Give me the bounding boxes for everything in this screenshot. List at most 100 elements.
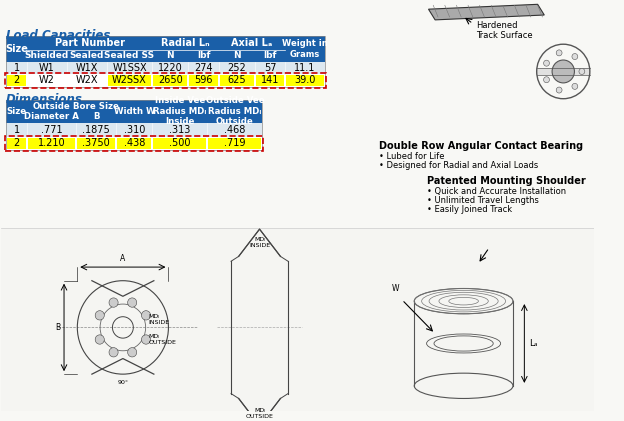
Text: 90°: 90° — [117, 380, 129, 385]
Circle shape — [579, 69, 585, 75]
Text: • Unlimited Travel Lengths: • Unlimited Travel Lengths — [427, 196, 539, 205]
Circle shape — [128, 298, 137, 307]
Bar — [6, 123, 263, 137]
Text: 1: 1 — [14, 63, 19, 72]
Text: MDₗ
OUTSIDE: MDₗ OUTSIDE — [149, 334, 177, 344]
Text: Sealed: Sealed — [70, 51, 104, 60]
Bar — [6, 37, 325, 62]
Text: Width W: Width W — [114, 107, 155, 116]
Circle shape — [544, 77, 549, 83]
Text: 625: 625 — [228, 75, 246, 85]
Text: 39.0: 39.0 — [295, 75, 316, 85]
Text: 2: 2 — [14, 139, 20, 149]
Text: Double Row Angular Contact Bearing: Double Row Angular Contact Bearing — [379, 141, 583, 151]
Text: lbf: lbf — [263, 51, 276, 60]
Circle shape — [556, 50, 562, 56]
Text: 252: 252 — [227, 63, 246, 72]
Text: 2: 2 — [14, 75, 20, 85]
Text: Hardened
Track Surface: Hardened Track Surface — [476, 21, 532, 40]
Text: W2SSX: W2SSX — [112, 75, 147, 85]
Bar — [537, 67, 590, 75]
Bar — [220, 75, 254, 86]
Text: A: A — [120, 254, 125, 263]
Circle shape — [544, 60, 549, 66]
Text: Weight in
Grams: Weight in Grams — [282, 40, 328, 59]
Text: 11.1: 11.1 — [295, 63, 316, 72]
Text: 2650: 2650 — [158, 75, 183, 85]
Bar — [6, 75, 325, 87]
Bar — [189, 75, 218, 86]
Text: .1875: .1875 — [82, 125, 110, 135]
Text: .468: .468 — [224, 125, 246, 135]
Text: 141: 141 — [261, 75, 279, 85]
Circle shape — [95, 335, 104, 344]
Text: 1: 1 — [14, 125, 19, 135]
Text: 57: 57 — [264, 63, 276, 72]
Polygon shape — [429, 4, 544, 20]
Bar — [117, 138, 152, 149]
Bar — [286, 75, 324, 86]
Text: Dimensions: Dimensions — [6, 93, 83, 106]
Circle shape — [109, 348, 118, 357]
Text: .719: .719 — [224, 139, 246, 149]
Text: N: N — [167, 51, 174, 60]
Text: Patented Mounting Shoulder: Patented Mounting Shoulder — [427, 176, 585, 186]
Text: • Lubed for Life: • Lubed for Life — [379, 152, 445, 161]
Circle shape — [572, 83, 578, 89]
Circle shape — [556, 87, 562, 93]
Text: lbf: lbf — [197, 51, 210, 60]
Text: Size: Size — [5, 44, 28, 54]
Text: MDₗ
INSIDE: MDₗ INSIDE — [149, 314, 170, 325]
Text: Outside Vee
Radius MDₗ
Outside: Outside Vee Radius MDₗ Outside — [205, 96, 264, 126]
Text: .500: .500 — [169, 139, 190, 149]
Bar — [1, 228, 593, 411]
Text: Outside
Diameter A: Outside Diameter A — [24, 101, 79, 121]
Text: Shielded: Shielded — [25, 51, 69, 60]
Bar — [5, 136, 263, 151]
Text: W1: W1 — [39, 63, 55, 72]
Bar — [6, 100, 263, 150]
Text: • Easily Joined Track: • Easily Joined Track — [427, 205, 512, 214]
Text: .313: .313 — [169, 125, 190, 135]
Bar — [6, 62, 325, 75]
Text: W: W — [391, 284, 399, 293]
Text: W2: W2 — [39, 75, 55, 85]
Circle shape — [142, 335, 150, 344]
Bar — [7, 138, 26, 149]
Circle shape — [95, 311, 104, 320]
Text: Bore Size
B: Bore Size B — [74, 101, 119, 121]
Text: Sealed SS: Sealed SS — [104, 51, 155, 60]
Text: Part Number: Part Number — [55, 38, 125, 48]
Bar — [7, 75, 26, 86]
Text: 274: 274 — [194, 63, 213, 72]
Text: 1.210: 1.210 — [38, 139, 66, 149]
Text: Radial Lₙ: Radial Lₙ — [161, 38, 210, 48]
Text: 1220: 1220 — [158, 63, 183, 72]
Text: • Quick and Accurate Installation: • Quick and Accurate Installation — [427, 187, 566, 196]
Text: W1X: W1X — [76, 63, 98, 72]
Text: Lₐ: Lₐ — [529, 339, 538, 348]
Text: .771: .771 — [41, 125, 62, 135]
Text: MDₗ
INSIDE: MDₗ INSIDE — [249, 237, 270, 248]
Text: Axial Lₐ: Axial Lₐ — [232, 38, 273, 48]
Circle shape — [109, 298, 118, 307]
Bar — [208, 138, 261, 149]
Text: • Designed for Radial and Axial Loads: • Designed for Radial and Axial Loads — [379, 161, 539, 170]
Text: Inside Vee
Radius MDₗ
Inside: Inside Vee Radius MDₗ Inside — [153, 96, 207, 126]
Bar — [154, 138, 207, 149]
Text: 596: 596 — [194, 75, 213, 85]
Text: Size: Size — [6, 107, 27, 116]
Text: W1SSX: W1SSX — [112, 63, 147, 72]
Bar — [28, 138, 76, 149]
Bar — [154, 75, 187, 86]
Bar — [6, 137, 263, 150]
Circle shape — [572, 53, 578, 59]
Text: MDₗ
OUTSIDE: MDₗ OUTSIDE — [246, 408, 273, 419]
Bar — [6, 37, 325, 87]
Bar — [108, 75, 152, 86]
Circle shape — [142, 311, 150, 320]
Circle shape — [552, 60, 575, 83]
Text: .310: .310 — [124, 125, 145, 135]
Text: .3750: .3750 — [82, 139, 110, 149]
Circle shape — [128, 348, 137, 357]
